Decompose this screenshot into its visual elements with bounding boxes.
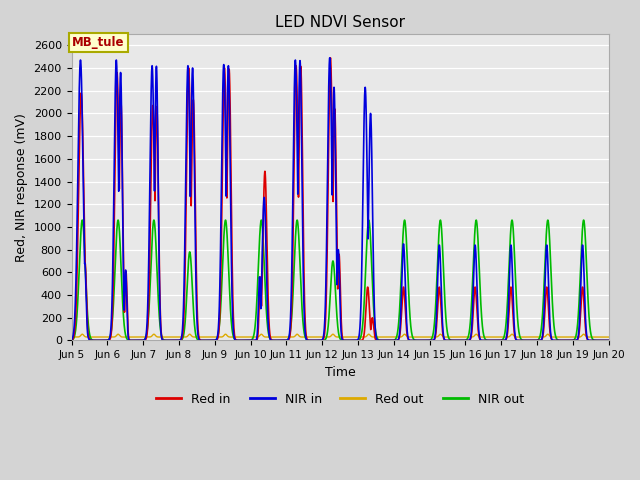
Legend: Red in, NIR in, Red out, NIR out: Red in, NIR in, Red out, NIR out (152, 388, 529, 411)
X-axis label: Time: Time (324, 366, 355, 379)
Y-axis label: Red, NIR response (mV): Red, NIR response (mV) (15, 113, 28, 262)
Text: MB_tule: MB_tule (72, 36, 125, 49)
Title: LED NDVI Sensor: LED NDVI Sensor (275, 15, 405, 30)
